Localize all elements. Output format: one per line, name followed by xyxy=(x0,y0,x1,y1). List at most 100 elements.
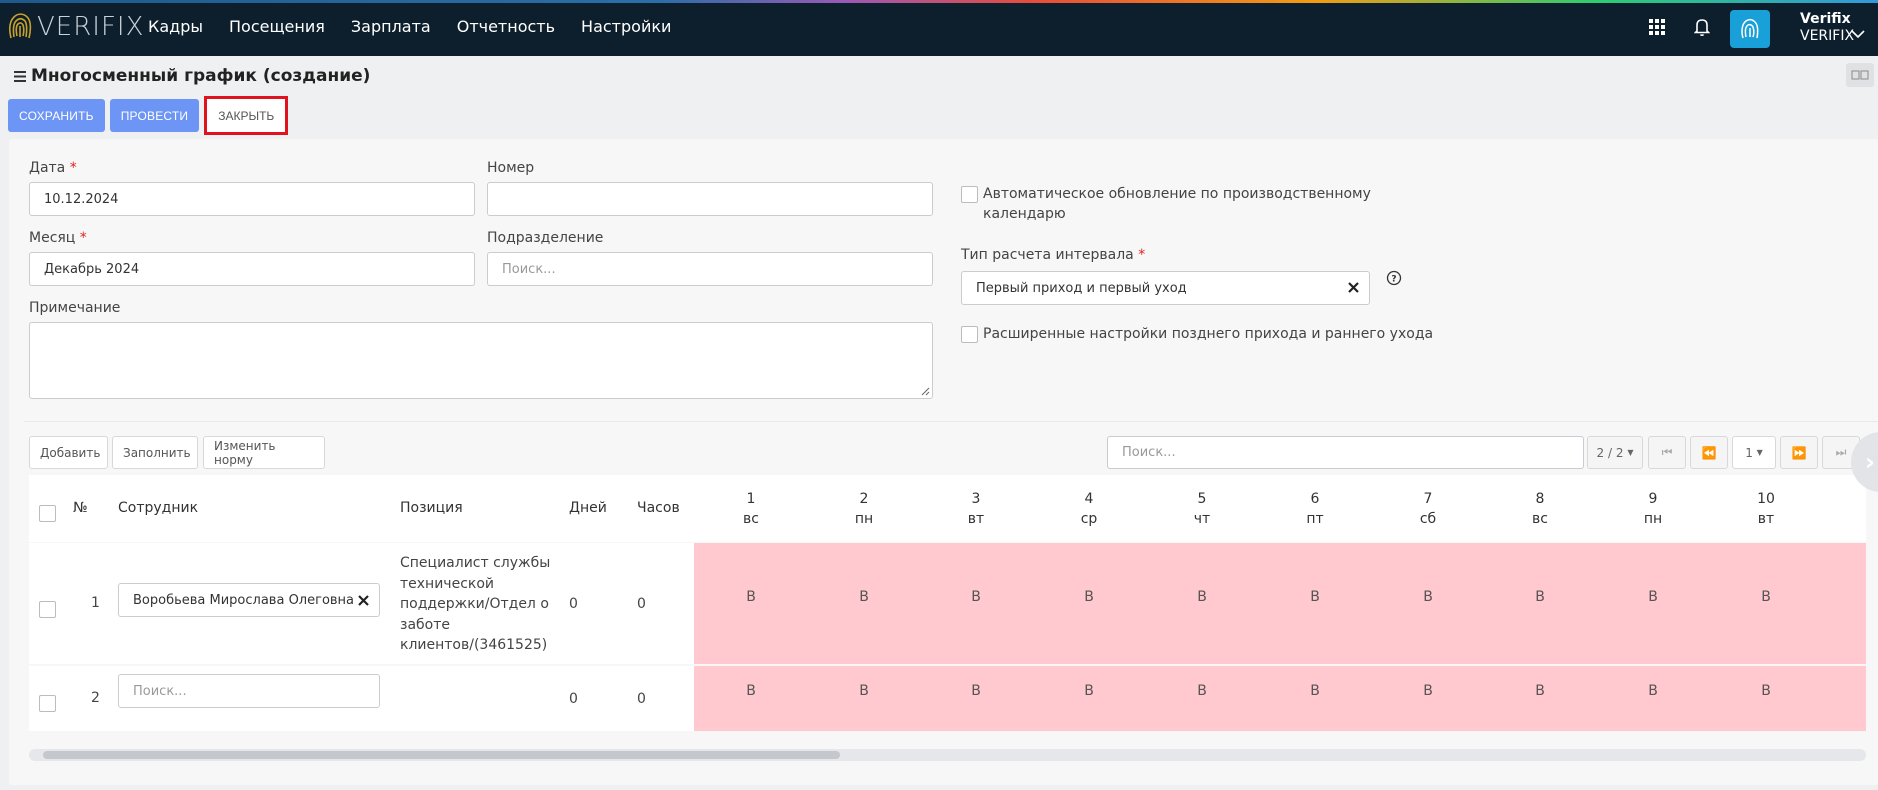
select-all-checkbox[interactable] xyxy=(39,505,56,522)
schedule-cell[interactable]: В xyxy=(1648,683,1658,699)
day-header: 1 вс xyxy=(743,491,759,527)
clear-icon[interactable] xyxy=(1348,282,1359,293)
clear-icon[interactable] xyxy=(358,595,369,606)
bell-icon[interactable] xyxy=(1693,17,1711,41)
schedule-cell[interactable]: В xyxy=(746,683,756,699)
schedule-cell[interactable]: В xyxy=(1535,589,1545,605)
add-button[interactable]: Добавить xyxy=(29,436,108,469)
page-info: 2 / 2 xyxy=(1596,445,1624,460)
day-header: 5 чт xyxy=(1193,491,1211,527)
division-search-input[interactable]: Поиск... xyxy=(487,252,933,286)
help-icon[interactable]: ? xyxy=(1386,270,1402,286)
resize-handle-icon[interactable] xyxy=(920,386,930,396)
advanced-settings-checkbox[interactable] xyxy=(961,326,978,343)
schedule-cell[interactable]: В xyxy=(1084,683,1094,699)
table-row: 1 Воробьева Мирослава Олеговна Специалис… xyxy=(29,543,1866,664)
fingerprint-icon xyxy=(8,13,32,39)
interval-value: Первый приход и первый уход xyxy=(976,280,1187,296)
menu-icon[interactable] xyxy=(14,70,26,82)
number-field[interactable] xyxy=(487,182,933,216)
schedule-cell[interactable]: В xyxy=(1197,683,1207,699)
schedule-cell[interactable]: В xyxy=(1761,683,1771,699)
next-page-icon[interactable]: ⏩ xyxy=(1780,436,1818,469)
nav-item-zarplata[interactable]: Зарплата xyxy=(350,17,431,36)
row-checkbox[interactable] xyxy=(39,695,56,712)
col-employee: Сотрудник xyxy=(118,500,199,516)
note-label: Примечание xyxy=(29,300,121,316)
table-search-input[interactable]: Поиск... xyxy=(1107,436,1584,469)
svg-text:?: ? xyxy=(1391,275,1396,285)
nav-item-nastroyki[interactable]: Настройки xyxy=(581,17,672,36)
caret-down-icon: ▼ xyxy=(1627,448,1634,457)
date-field[interactable]: 10.12.2024 xyxy=(29,182,475,216)
day-header: 3 вт xyxy=(967,491,985,527)
employee-value: Воробьева Мирослава Олеговна xyxy=(133,592,355,608)
col-no: № xyxy=(73,500,88,516)
nav-item-otchetnost[interactable]: Отчетность xyxy=(456,17,556,36)
schedule-cell[interactable]: В xyxy=(1423,683,1433,699)
schedule-cell[interactable]: В xyxy=(971,683,981,699)
schedule-cell[interactable]: В xyxy=(1084,589,1094,605)
horizontal-scrollbar[interactable] xyxy=(29,749,1866,761)
schedule-cells xyxy=(694,666,1866,731)
logo[interactable]: VERIFIX xyxy=(7,10,144,44)
scrollbar-thumb[interactable] xyxy=(43,751,840,759)
number-label: Номер xyxy=(487,160,535,176)
main-nav: Кадры Посещения Зарплата Отчетность Наст… xyxy=(148,17,697,36)
days-value: 0 xyxy=(569,691,578,707)
user-menu[interactable]: Verifix VERIFIX xyxy=(1800,11,1854,45)
user-name: Verifix xyxy=(1800,11,1851,27)
schedule-cell[interactable]: В xyxy=(859,683,869,699)
employee-select[interactable]: Воробьева Мирослава Олеговна xyxy=(118,583,380,617)
schedule-cell[interactable]: В xyxy=(971,589,981,605)
schedule-cell[interactable]: В xyxy=(1423,589,1433,605)
day-header: 6 пт xyxy=(1306,491,1324,527)
page-size-dropdown[interactable]: 2 / 2 ▼ xyxy=(1587,436,1643,469)
auto-update-checkbox[interactable] xyxy=(961,186,978,203)
top-navbar: VERIFIX Кадры Посещения Зарплата Отчетно… xyxy=(0,0,1878,56)
post-button[interactable]: ПРОВЕСТИ xyxy=(109,99,200,132)
change-norm-button[interactable]: Изменить норму xyxy=(203,436,325,469)
note-textarea[interactable] xyxy=(29,322,933,399)
prev-page-icon[interactable]: ⏪ xyxy=(1690,436,1728,469)
schedule-cell[interactable]: В xyxy=(1535,683,1545,699)
schedule-cell[interactable]: В xyxy=(1197,589,1207,605)
last-page-icon[interactable]: ⏭ xyxy=(1822,436,1860,469)
nav-item-poseshcheniya[interactable]: Посещения xyxy=(229,17,325,36)
table-header: № Сотрудник Позиция Дней Часов 1 вс 2 пн 3… xyxy=(29,475,1866,542)
logo-text: VERIFIX xyxy=(37,12,145,42)
section-divider xyxy=(24,421,1878,422)
page-number-dropdown[interactable]: 1 ▼ xyxy=(1732,436,1776,469)
interval-select[interactable]: Первый приход и первый уход xyxy=(961,271,1370,305)
day-header: 7 сб xyxy=(1419,491,1437,527)
first-page-icon[interactable]: ⏮ xyxy=(1648,436,1686,469)
advanced-settings-label: Расширенные настройки позднего прихода и… xyxy=(983,326,1434,342)
day-header: 9 пн xyxy=(1643,491,1663,527)
close-button[interactable]: ЗАКРЫТЬ xyxy=(204,96,289,135)
avatar[interactable] xyxy=(1730,10,1770,48)
page-title-text: Многосменный график (создание) xyxy=(31,66,371,86)
fill-button[interactable]: Заполнить xyxy=(112,436,198,469)
layout-toggle-icon[interactable] xyxy=(1846,63,1874,87)
user-org: VERIFIX xyxy=(1800,28,1855,44)
chevron-down-icon[interactable] xyxy=(1851,24,1865,43)
date-label: Дата * xyxy=(29,160,77,176)
month-label: Месяц * xyxy=(29,230,87,246)
month-field[interactable]: Декабрь 2024 xyxy=(29,252,475,286)
schedule-cell[interactable]: В xyxy=(1761,589,1771,605)
day-header: 8 вс xyxy=(1532,491,1548,527)
table-row: 2 Поиск... 0 0 В В В В В В В В В В xyxy=(29,666,1866,731)
row-checkbox[interactable] xyxy=(39,601,56,618)
schedule-cell[interactable]: В xyxy=(746,589,756,605)
schedule-cell[interactable]: В xyxy=(859,589,869,605)
row-number: 2 xyxy=(91,690,100,706)
employee-search-input[interactable]: Поиск... xyxy=(118,674,380,708)
nav-item-kadry[interactable]: Кадры xyxy=(148,17,204,36)
schedule-cell[interactable]: В xyxy=(1310,683,1320,699)
schedule-cell[interactable]: В xyxy=(1310,589,1320,605)
auto-update-label: Автоматическое обновление по производств… xyxy=(983,186,1371,222)
save-button[interactable]: СОХРАНИТЬ xyxy=(8,99,105,132)
apps-grid-icon[interactable] xyxy=(1649,19,1665,39)
hours-value: 0 xyxy=(637,691,646,707)
schedule-cell[interactable]: В xyxy=(1648,589,1658,605)
